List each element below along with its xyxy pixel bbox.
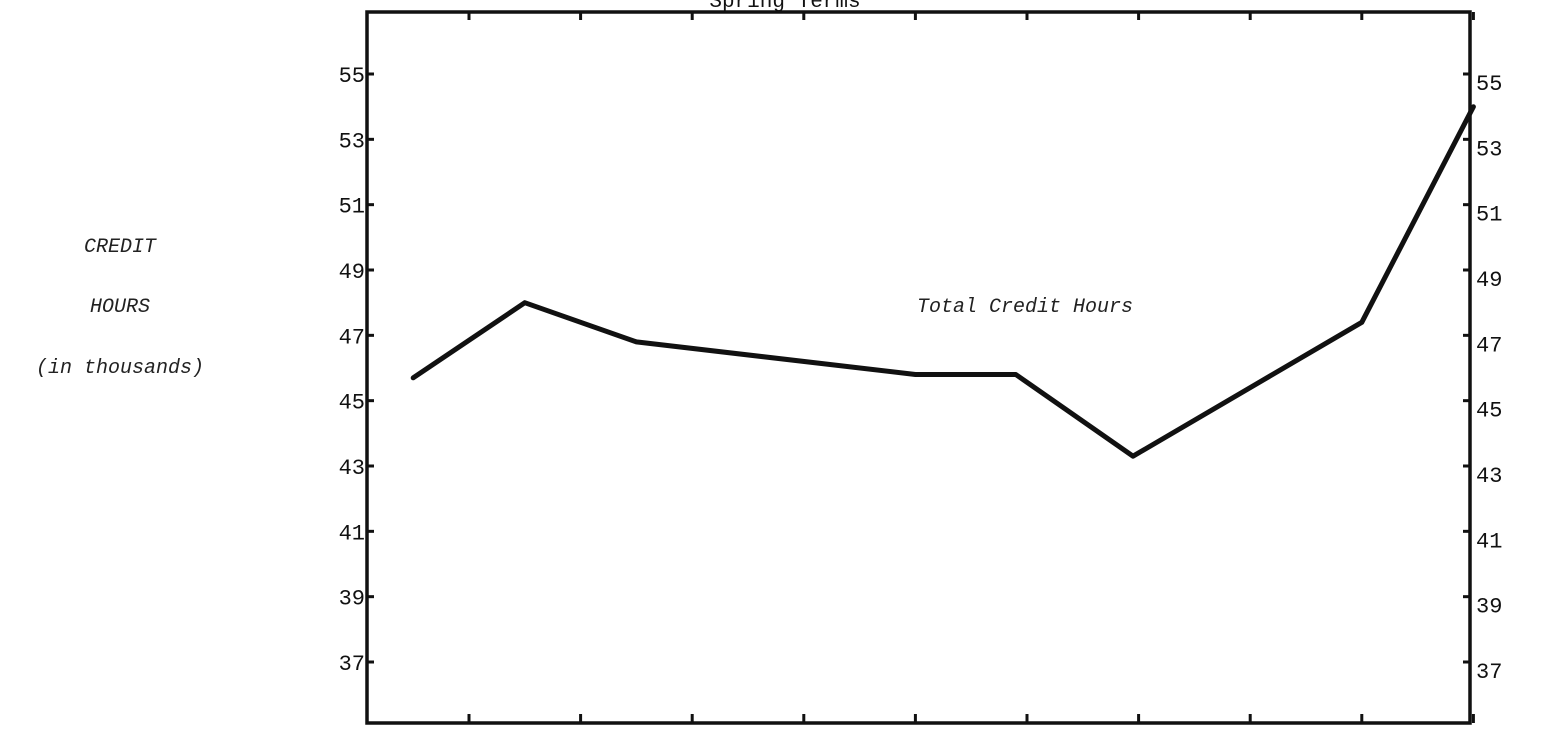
y-tick-label-right-49: 49 — [1476, 268, 1502, 293]
data-point-1 — [523, 301, 527, 305]
series-line-total-credit-hours — [410, 104, 1476, 459]
data-point-0 — [411, 376, 415, 380]
y-tick-label-left-43: 43 — [339, 456, 365, 481]
y-axis-label-line-2: HOURS — [90, 296, 150, 319]
y-tick-label-right-51: 51 — [1476, 203, 1502, 228]
series-layer — [410, 104, 1476, 459]
y-tick-label-right-55: 55 — [1476, 72, 1502, 97]
y-tick-label-left-37: 37 — [339, 652, 365, 677]
y-tick-label-left-49: 49 — [339, 260, 365, 285]
series-label-total-credit-hours: Total Credit Hours — [917, 296, 1133, 319]
y-tick-label-right-37: 37 — [1476, 660, 1502, 685]
y-tick-label-right-39: 39 — [1476, 595, 1502, 620]
y-tick-label-left-47: 47 — [339, 325, 365, 350]
plot-frame — [365, 10, 1472, 725]
y-tick-label-left-45: 45 — [339, 391, 365, 416]
data-point-7 — [1471, 105, 1475, 109]
y-tick-label-right-53: 53 — [1476, 137, 1502, 162]
y-tick-label-left-55: 55 — [339, 64, 365, 89]
y-tick-label-right-47: 47 — [1476, 333, 1502, 358]
y-axis-label-line-1: CREDIT — [84, 236, 157, 259]
data-point-4 — [1014, 373, 1018, 377]
y-tick-label-left-39: 39 — [339, 587, 365, 612]
y-tick-label-left-51: 51 — [339, 195, 365, 220]
axis-ticks — [367, 12, 1475, 723]
y-axis-label-line-3: (in thousands) — [36, 357, 204, 380]
data-point-3 — [913, 373, 917, 377]
y-tick-label-left-53: 53 — [339, 129, 365, 154]
y-tick-label-left-41: 41 — [339, 521, 365, 546]
data-point-2 — [634, 340, 638, 344]
y-tick-label-right-43: 43 — [1476, 464, 1502, 489]
data-point-5 — [1131, 454, 1135, 458]
y-tick-label-right-45: 45 — [1476, 399, 1502, 424]
data-point-6 — [1360, 320, 1364, 324]
y-tick-label-right-41: 41 — [1476, 529, 1502, 554]
axis-tick-labels: 37 37 39 39 41 41 43 43 45 45 47 47 49 49 51 51 53 53 55 55 — [339, 64, 1503, 685]
